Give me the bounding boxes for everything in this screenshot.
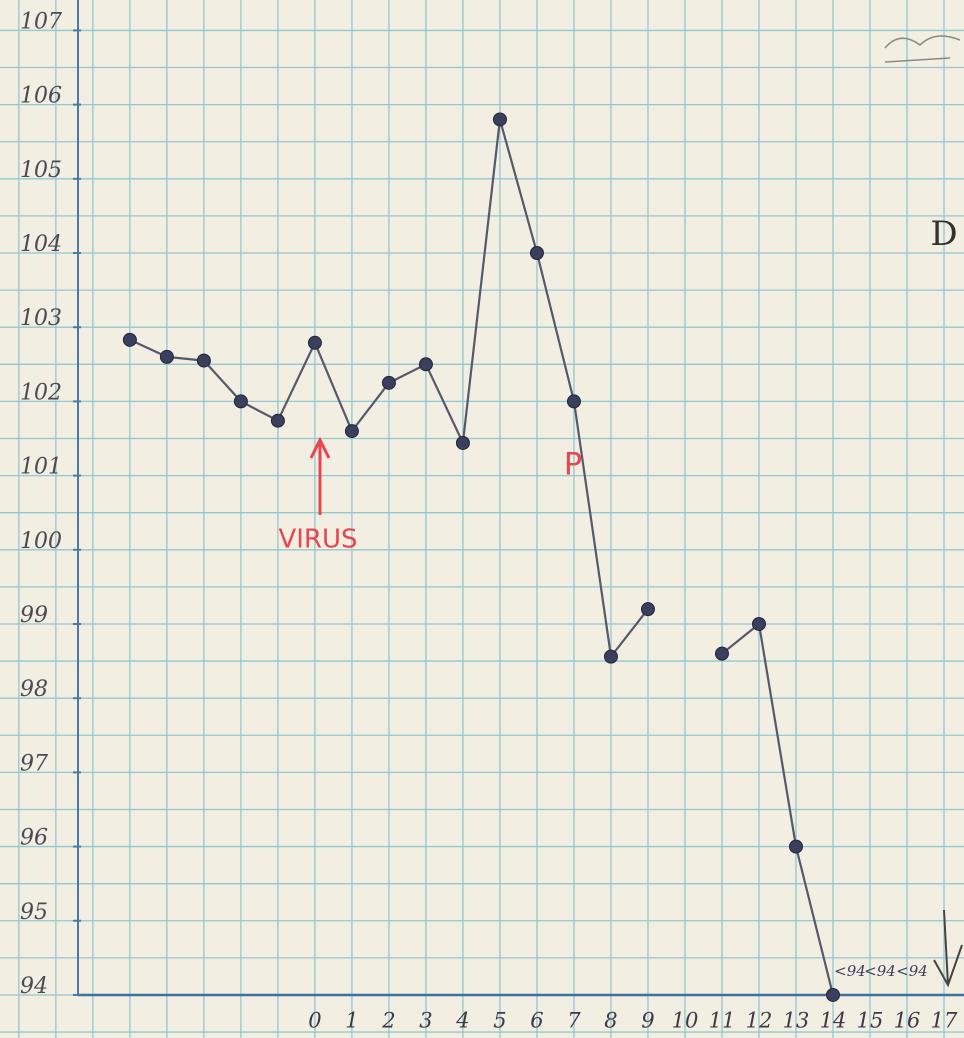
point (492, 112, 507, 127)
point (196, 353, 211, 368)
y-tick-label: 95 (20, 900, 48, 925)
y-tick-label: 102 (20, 380, 62, 405)
scribble (884, 35, 961, 63)
x-tick-label: 2 (381, 1009, 395, 1033)
x-tick-label: 7 (567, 1009, 581, 1033)
point (640, 602, 655, 617)
x-tick-label: 8 (604, 1009, 617, 1033)
point (825, 987, 840, 1002)
point (381, 375, 396, 390)
y-tick-label: 100 (20, 529, 62, 554)
point (529, 246, 544, 261)
y-tick-label: 101 (20, 455, 62, 480)
x-tick-label: 1 (345, 1009, 358, 1033)
annotation: VIRUS (278, 525, 357, 555)
point (418, 357, 433, 372)
x-tick-label: 0 (308, 1009, 321, 1033)
arrow (933, 909, 963, 988)
x-tick-label: 17 (931, 1009, 958, 1033)
x-tick-label: 11 (709, 1009, 736, 1033)
annotation: <94 (864, 962, 896, 980)
point (270, 413, 285, 428)
x-tick-label: 6 (530, 1009, 543, 1033)
x-tick-label: 9 (641, 1009, 654, 1033)
y-tick-label: 106 (20, 84, 62, 109)
y-tick-label: 99 (20, 603, 48, 628)
y-tick-label: 107 (20, 9, 62, 34)
point (714, 646, 729, 661)
y-tick-label: 96 (20, 826, 48, 851)
point (233, 394, 248, 409)
y-tick-label: 103 (20, 306, 62, 331)
point (566, 394, 581, 409)
virus-annotation: VIRUS (278, 436, 358, 555)
x-tick-label: 4 (455, 1009, 469, 1033)
x-tick-label: 12 (746, 1009, 773, 1033)
point (788, 839, 803, 854)
point (603, 649, 618, 664)
y-tick-label: 97 (20, 751, 48, 776)
point (344, 424, 359, 439)
point (122, 332, 137, 347)
point (159, 349, 174, 364)
x-tick-label: 15 (857, 1009, 884, 1033)
x-tick-label: 3 (419, 1009, 432, 1033)
annotation: <94 (896, 962, 928, 980)
annotation: D (930, 214, 957, 254)
x-tick-label: 13 (783, 1009, 810, 1033)
line (129, 118, 835, 996)
annotation: <94 (834, 962, 866, 980)
y-tick-label: 98 (20, 677, 48, 702)
x-tick-label: 10 (672, 1009, 699, 1033)
x-tick-label: 14 (820, 1009, 847, 1033)
marks (122, 112, 840, 1002)
point (455, 435, 470, 450)
point (751, 616, 766, 631)
x-tick-label: 5 (493, 1009, 506, 1033)
x-tick-label: 16 (894, 1009, 921, 1033)
annotation: P (564, 448, 582, 483)
arrow-head (309, 436, 331, 459)
point (307, 335, 322, 350)
y-tick-label: 104 (20, 232, 62, 257)
y-tick-label: 94 (20, 974, 48, 999)
y-tick-label: 105 (20, 158, 62, 183)
